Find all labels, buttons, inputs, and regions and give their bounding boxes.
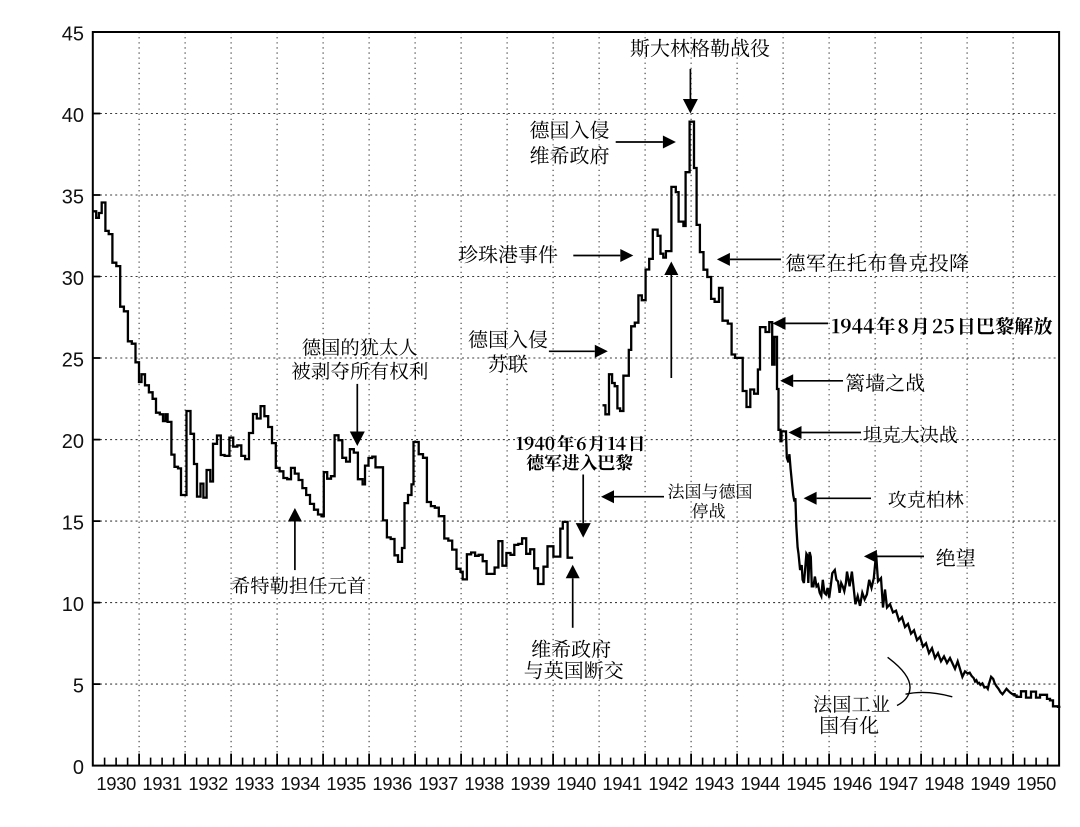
svg-text:1947: 1947 xyxy=(878,773,918,794)
svg-text:1936: 1936 xyxy=(372,773,412,794)
svg-text:10: 10 xyxy=(62,594,84,616)
svg-text:15: 15 xyxy=(62,513,84,535)
svg-text:1943: 1943 xyxy=(694,773,734,794)
svg-text:5: 5 xyxy=(73,676,84,698)
svg-text:1930: 1930 xyxy=(96,773,136,794)
svg-text:1950: 1950 xyxy=(1016,773,1056,794)
svg-text:35: 35 xyxy=(62,187,84,209)
svg-text:1939: 1939 xyxy=(510,773,550,794)
svg-text:1942: 1942 xyxy=(648,773,688,794)
svg-text:1938: 1938 xyxy=(464,773,504,794)
svg-text:45: 45 xyxy=(62,24,84,46)
svg-text:1944: 1944 xyxy=(740,773,780,794)
svg-text:1931: 1931 xyxy=(142,773,182,794)
svg-text:20: 20 xyxy=(62,431,84,453)
svg-text:1933: 1933 xyxy=(234,773,274,794)
svg-text:1949: 1949 xyxy=(970,773,1010,794)
svg-text:1932: 1932 xyxy=(188,773,228,794)
svg-text:1945: 1945 xyxy=(786,773,826,794)
svg-text:1941: 1941 xyxy=(602,773,642,794)
svg-text:1940: 1940 xyxy=(556,773,596,794)
svg-text:1934: 1934 xyxy=(280,773,320,794)
svg-text:0: 0 xyxy=(73,757,84,779)
svg-text:40: 40 xyxy=(62,105,84,127)
svg-text:1935: 1935 xyxy=(326,773,366,794)
svg-text:25: 25 xyxy=(62,350,84,372)
svg-text:30: 30 xyxy=(62,268,84,290)
svg-text:1946: 1946 xyxy=(832,773,872,794)
svg-text:1948: 1948 xyxy=(924,773,964,794)
svg-text:1937: 1937 xyxy=(418,773,458,794)
